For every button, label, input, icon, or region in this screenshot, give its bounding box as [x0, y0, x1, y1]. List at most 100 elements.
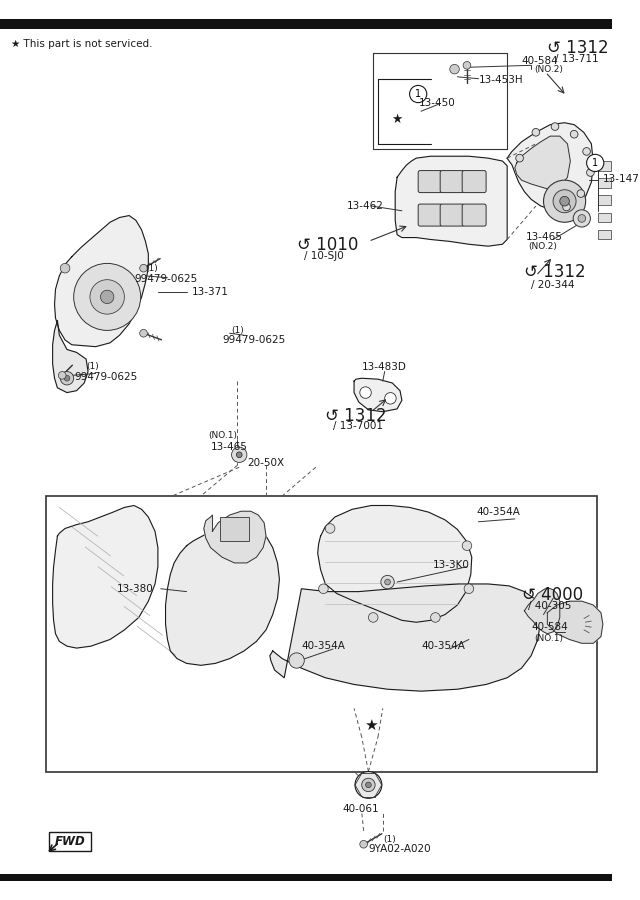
Text: ★: ★ [364, 718, 378, 734]
Circle shape [532, 129, 540, 136]
Text: 9YA02-A020: 9YA02-A020 [369, 844, 431, 854]
FancyBboxPatch shape [49, 832, 91, 850]
Circle shape [578, 214, 586, 222]
Text: 13-453H: 13-453H [479, 75, 523, 85]
Circle shape [385, 392, 396, 404]
Text: FWD: FWD [54, 835, 85, 848]
Polygon shape [317, 506, 472, 622]
Text: 99479-0625: 99479-0625 [222, 335, 285, 346]
Polygon shape [204, 511, 266, 562]
Circle shape [90, 280, 124, 314]
Text: ↺ 1010: ↺ 1010 [297, 236, 358, 254]
Text: (NO.1): (NO.1) [209, 431, 237, 440]
Text: (NO.2): (NO.2) [528, 242, 557, 251]
Text: 13-465: 13-465 [526, 232, 563, 242]
Circle shape [577, 190, 585, 197]
Text: / 10-SJ0: / 10-SJ0 [304, 251, 344, 261]
FancyBboxPatch shape [440, 171, 464, 193]
Circle shape [516, 154, 524, 162]
Text: 40-584: 40-584 [531, 622, 568, 632]
Circle shape [553, 190, 576, 212]
Text: 1: 1 [592, 158, 598, 168]
Circle shape [64, 375, 70, 381]
Polygon shape [52, 506, 158, 648]
Text: (1): (1) [383, 834, 396, 843]
Circle shape [381, 575, 394, 589]
Circle shape [563, 203, 570, 211]
Text: 99479-0625: 99479-0625 [75, 372, 138, 382]
Circle shape [551, 122, 559, 130]
Bar [220, 517, 249, 541]
Text: 13-483D: 13-483D [362, 362, 406, 372]
Circle shape [570, 130, 578, 138]
Polygon shape [396, 157, 507, 247]
Circle shape [60, 264, 70, 273]
Circle shape [289, 652, 304, 668]
Text: 1: 1 [415, 89, 421, 99]
Text: 40-584: 40-584 [522, 56, 558, 66]
Circle shape [58, 372, 66, 379]
Circle shape [573, 210, 591, 227]
Polygon shape [515, 136, 570, 190]
Text: / 13-711: / 13-711 [555, 54, 598, 64]
Text: 13-3K0: 13-3K0 [433, 560, 469, 570]
Polygon shape [270, 584, 541, 691]
Bar [598, 230, 611, 239]
Circle shape [236, 452, 242, 458]
Polygon shape [354, 378, 402, 411]
Text: 40-061: 40-061 [342, 804, 380, 814]
Text: ↺ 4000: ↺ 4000 [522, 586, 582, 604]
Circle shape [450, 65, 460, 74]
Bar [46, 496, 597, 771]
Text: (1): (1) [86, 362, 99, 371]
Circle shape [365, 782, 371, 788]
Bar [598, 161, 611, 171]
Text: (NO.2): (NO.2) [534, 66, 563, 75]
Polygon shape [54, 216, 148, 346]
Text: 20-50X: 20-50X [247, 458, 284, 468]
Circle shape [140, 329, 147, 338]
Text: 99479-0625: 99479-0625 [134, 274, 197, 284]
Text: ↺ 1312: ↺ 1312 [524, 264, 586, 282]
Text: 13-462: 13-462 [346, 202, 383, 211]
Text: 13-450: 13-450 [419, 98, 456, 108]
Text: 13-147: 13-147 [603, 175, 640, 184]
Text: ★: ★ [392, 113, 403, 126]
Circle shape [60, 372, 74, 385]
Bar [0, 874, 612, 880]
Bar [598, 195, 611, 205]
Circle shape [587, 154, 604, 172]
Circle shape [431, 613, 440, 622]
Polygon shape [524, 588, 560, 634]
Text: 40-354A: 40-354A [477, 508, 520, 518]
Polygon shape [547, 601, 603, 644]
Circle shape [355, 771, 382, 798]
Circle shape [587, 168, 595, 176]
Bar [598, 178, 611, 188]
Circle shape [232, 447, 247, 463]
Circle shape [463, 61, 471, 69]
Text: 40-354A: 40-354A [421, 642, 465, 652]
Circle shape [362, 778, 375, 792]
Circle shape [385, 580, 390, 585]
Circle shape [464, 584, 474, 593]
Text: 13-380: 13-380 [116, 584, 154, 594]
Circle shape [543, 180, 586, 222]
Circle shape [560, 196, 570, 206]
Text: 13-465: 13-465 [211, 442, 248, 453]
Text: (1): (1) [232, 326, 244, 335]
Circle shape [325, 524, 335, 534]
Text: ↺ 1312: ↺ 1312 [325, 407, 387, 425]
Bar [598, 212, 611, 222]
Polygon shape [166, 526, 280, 665]
Circle shape [360, 387, 371, 399]
Text: ↺ 1312: ↺ 1312 [547, 39, 609, 57]
Circle shape [140, 265, 147, 272]
Polygon shape [52, 320, 88, 392]
Bar [0, 20, 612, 29]
FancyBboxPatch shape [440, 204, 464, 226]
Text: / 13-7001: / 13-7001 [333, 421, 383, 431]
Text: ★ This part is not serviced.: ★ This part is not serviced. [12, 39, 153, 49]
Text: (NO.1): (NO.1) [534, 634, 563, 643]
Text: 13-371: 13-371 [191, 287, 228, 297]
